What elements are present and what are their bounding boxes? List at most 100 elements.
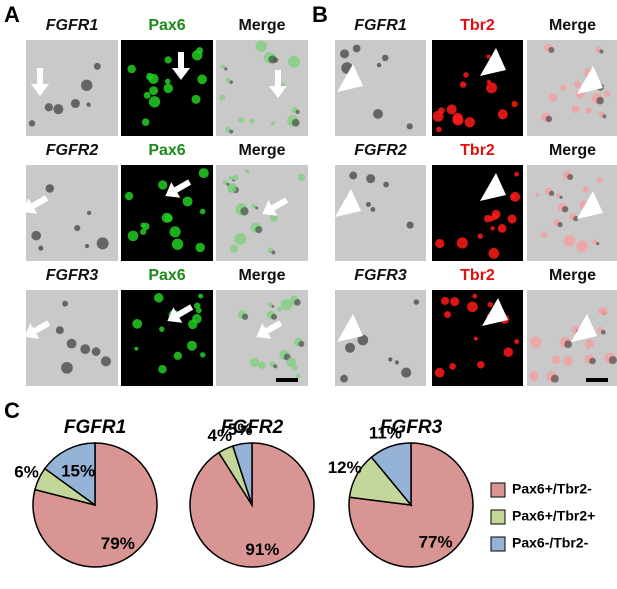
cell bbox=[84, 243, 90, 249]
gene-label: FGFR1 bbox=[354, 17, 407, 34]
cell bbox=[608, 356, 617, 365]
pie-slice bbox=[231, 442, 253, 506]
value-label: 11% bbox=[369, 423, 402, 442]
cell bbox=[45, 184, 55, 193]
legend-swatch bbox=[490, 509, 506, 525]
cell bbox=[567, 173, 574, 180]
micrograph bbox=[26, 40, 118, 136]
cell bbox=[195, 307, 202, 314]
cell bbox=[31, 230, 41, 241]
cell bbox=[163, 83, 174, 94]
panel-label: C bbox=[4, 398, 20, 423]
arrowhead bbox=[571, 314, 597, 342]
arrow bbox=[24, 320, 51, 339]
cell bbox=[602, 114, 607, 119]
cell bbox=[548, 190, 555, 196]
cell bbox=[158, 326, 165, 332]
chart-title: FGFR2 bbox=[221, 417, 284, 438]
cell bbox=[228, 176, 233, 181]
arrowhead bbox=[480, 48, 506, 76]
cell bbox=[186, 340, 197, 351]
cell bbox=[158, 364, 167, 374]
cell bbox=[255, 226, 263, 234]
image-background bbox=[432, 40, 523, 136]
cell bbox=[127, 64, 136, 74]
cell bbox=[197, 74, 207, 85]
cell bbox=[596, 177, 603, 184]
cell bbox=[240, 207, 249, 216]
cell bbox=[435, 238, 445, 249]
merge-label: Merge bbox=[238, 267, 285, 284]
cell bbox=[383, 181, 389, 188]
scale-bar bbox=[586, 378, 608, 382]
cell bbox=[596, 96, 604, 105]
cell bbox=[191, 94, 201, 104]
cell bbox=[271, 304, 275, 308]
cell bbox=[452, 114, 464, 126]
cell bbox=[298, 340, 305, 348]
cell bbox=[340, 374, 348, 383]
marker-label: Tbr2 bbox=[460, 17, 495, 34]
micrograph bbox=[432, 40, 523, 136]
cell bbox=[497, 109, 508, 120]
arrowhead bbox=[577, 66, 603, 94]
cell bbox=[154, 293, 164, 303]
cell bbox=[291, 118, 300, 127]
cell bbox=[219, 94, 226, 101]
cell bbox=[74, 225, 81, 232]
micrograph bbox=[335, 40, 426, 136]
cell bbox=[86, 210, 92, 215]
micrograph bbox=[216, 290, 308, 386]
cell bbox=[295, 373, 301, 379]
cell bbox=[529, 336, 542, 349]
marker-label: Tbr2 bbox=[460, 267, 495, 284]
cell bbox=[198, 293, 204, 299]
image-background bbox=[527, 290, 617, 386]
cell bbox=[464, 117, 475, 128]
gene-label: FGFR2 bbox=[354, 142, 407, 159]
legend-label: Pax6+/Tbr2- bbox=[512, 481, 592, 497]
marker-label: Tbr2 bbox=[460, 142, 495, 159]
cell bbox=[585, 107, 592, 115]
cell bbox=[234, 232, 247, 245]
cell bbox=[600, 329, 606, 335]
cell bbox=[443, 311, 451, 319]
cell bbox=[267, 302, 272, 307]
cell bbox=[352, 44, 361, 53]
cell bbox=[269, 213, 278, 222]
micrograph bbox=[527, 290, 617, 386]
gene-label: FGFR1 bbox=[46, 17, 99, 34]
cell bbox=[477, 361, 485, 369]
cell bbox=[376, 62, 382, 68]
cell bbox=[573, 81, 581, 89]
cell bbox=[438, 107, 445, 114]
cell bbox=[552, 355, 561, 365]
value-label: 91% bbox=[245, 540, 279, 559]
cell bbox=[80, 344, 91, 355]
chart-title: FGFR1 bbox=[64, 417, 126, 438]
cell bbox=[294, 299, 301, 306]
cell bbox=[434, 367, 445, 378]
legend-swatch bbox=[490, 482, 506, 498]
panel-label: A bbox=[4, 2, 20, 27]
cell bbox=[406, 221, 414, 229]
marker-label: Pax6 bbox=[148, 267, 185, 284]
value-label: 4% bbox=[208, 426, 233, 445]
cell bbox=[486, 54, 491, 59]
cell bbox=[467, 301, 478, 313]
cell bbox=[370, 207, 376, 212]
cell bbox=[507, 214, 517, 224]
cell bbox=[413, 299, 420, 305]
cell bbox=[164, 214, 173, 223]
micrograph bbox=[121, 165, 213, 261]
cell bbox=[562, 355, 573, 366]
cell bbox=[70, 98, 80, 109]
arrow bbox=[256, 320, 283, 339]
cell bbox=[93, 62, 101, 70]
cell bbox=[596, 241, 600, 246]
pie-slice bbox=[43, 442, 96, 507]
cell bbox=[463, 72, 469, 78]
micrograph bbox=[432, 290, 523, 386]
chart-title: FGFR3 bbox=[380, 417, 443, 438]
cell bbox=[401, 367, 412, 378]
